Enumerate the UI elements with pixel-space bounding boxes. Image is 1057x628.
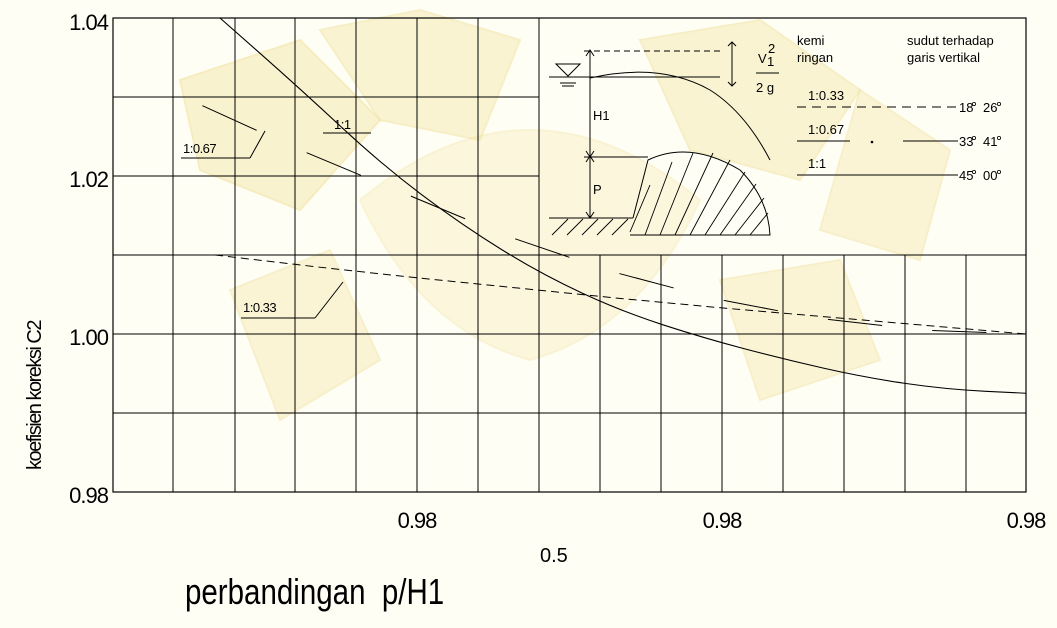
velocity-superscript: 2 bbox=[768, 41, 775, 56]
legend-angle-deg-2: 45 bbox=[959, 168, 973, 183]
legend-angle-min-1: 41 bbox=[983, 134, 997, 149]
legend-slope-1: 1:0.67 bbox=[808, 122, 844, 137]
weir-inset: V 1 2 2 g H1 P bbox=[549, 41, 779, 236]
legend-angle-min-2: 00 bbox=[983, 168, 997, 183]
x-tick-label: 0.98 bbox=[1007, 508, 1047, 533]
curve-label-1-0.67: 1:0.67 bbox=[183, 141, 216, 156]
p-label: P bbox=[593, 182, 602, 197]
curve-label-1-1: 1:1 bbox=[334, 117, 351, 132]
h1-label: H1 bbox=[593, 108, 610, 123]
y-tick-label: 1.02 bbox=[69, 167, 109, 192]
y-tick-label: 1.04 bbox=[69, 10, 109, 35]
slope-legend: kemi ringan sudut terhadap garis vertika… bbox=[797, 33, 1002, 183]
velocity-head-numerator: V bbox=[758, 51, 767, 66]
series-1-0.67-segment bbox=[410, 195, 466, 220]
legend-slope-0: 1:0.33 bbox=[808, 88, 844, 103]
legend-angle-min-0: 26 bbox=[983, 100, 997, 115]
series-1-0.67-segment bbox=[827, 318, 883, 327]
legend-slope-2: 1:1 bbox=[808, 156, 826, 171]
series-layer bbox=[202, 17, 1027, 394]
series-1-1-line bbox=[219, 17, 1027, 394]
legend-header-right: sudut terhadap bbox=[907, 33, 994, 48]
legend-header-left: kemi bbox=[797, 33, 825, 48]
series-1-0.67-segment bbox=[306, 152, 362, 176]
velocity-head-denominator: 2 g bbox=[756, 80, 774, 95]
x-tick-label: 0.98 bbox=[398, 508, 438, 533]
x-axis-label: perbandingan p/H1 bbox=[185, 571, 444, 611]
y-tick-label: 1.00 bbox=[69, 325, 109, 350]
x-tick-label: 0.98 bbox=[703, 508, 743, 533]
series-1-0.67-segment bbox=[515, 238, 570, 258]
velocity-subscript: 1 bbox=[767, 54, 774, 69]
series-1-0.67-segment bbox=[932, 329, 987, 333]
curve-label-1-0.33: 1:0.33 bbox=[243, 300, 276, 315]
series-1-0.33-line bbox=[214, 254, 1027, 335]
series-1-0.67-segment bbox=[202, 105, 257, 131]
x-axis-label-exponent: 0.5 bbox=[540, 545, 568, 567]
series-1-0.67-segment bbox=[723, 299, 778, 312]
legend-header-left-2: ringan bbox=[797, 50, 833, 65]
grid-lines bbox=[113, 18, 1026, 492]
legend-angle-deg-1: 33 bbox=[959, 134, 973, 149]
y-axis-label: koefisien koreksi C2 bbox=[24, 320, 46, 470]
y-tick-label: 0.98 bbox=[69, 483, 109, 508]
series-1-0.67-segment bbox=[619, 273, 674, 289]
legend-angle-deg-0: 18 bbox=[959, 100, 973, 115]
legend-header-right-2: garis vertikal bbox=[907, 50, 980, 65]
